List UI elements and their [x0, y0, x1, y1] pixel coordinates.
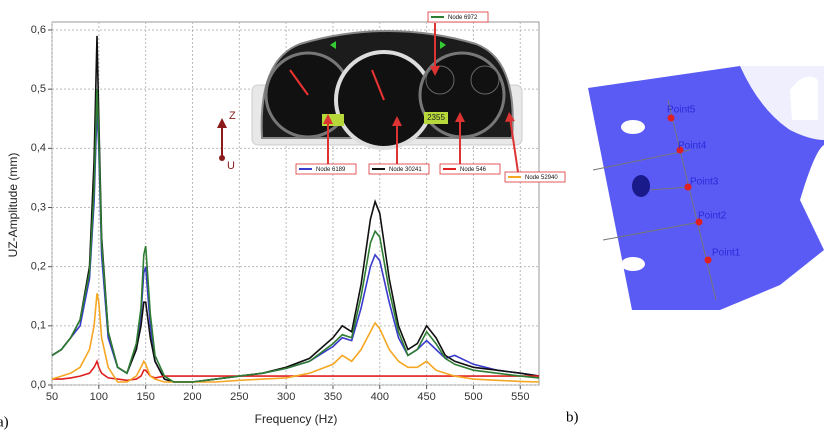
- y-tick-label: 0,3: [31, 201, 46, 213]
- legend-box: [295, 163, 357, 175]
- x-tick-label: 550: [511, 391, 529, 403]
- point-label: Point2: [698, 211, 727, 222]
- x-tick-label: 350: [324, 391, 342, 403]
- plate-render: Point1 Point2 Point3 Point4 Point5: [588, 66, 824, 310]
- point-label: Point3: [690, 177, 719, 188]
- y-tick-label: 0,6: [31, 24, 46, 36]
- x-tick-label: 400: [371, 391, 389, 403]
- arrows: [323, 23, 519, 173]
- y-tick-label: 0,5: [31, 83, 46, 95]
- y-tick-label: 0,4: [31, 142, 46, 154]
- x-tick-label: 200: [183, 391, 201, 403]
- panel-label: a): [0, 414, 9, 430]
- y-tick-label: 0,0: [31, 379, 46, 391]
- legend-box: [504, 171, 566, 183]
- data-line: [51, 89, 540, 383]
- x-tick-label: 50: [46, 391, 58, 403]
- point-label: Point4: [678, 141, 707, 152]
- legend-label: Node 6972: [448, 15, 478, 21]
- legend-box: [368, 163, 430, 175]
- data-line: [51, 293, 540, 383]
- x-tick-label: 450: [417, 391, 435, 403]
- legend-label: Node 30241: [389, 167, 422, 173]
- y-axis-label: UZ-Amplitude (mm): [6, 153, 20, 258]
- x-tick-label: 300: [277, 391, 295, 403]
- x-tick-label: 100: [90, 391, 108, 403]
- display-text: 2355: [427, 113, 445, 122]
- legend-label: Node 52940: [525, 175, 558, 181]
- legend-box: [427, 11, 489, 23]
- y-tick-label: 0,2: [31, 261, 46, 273]
- x-axis-label: Frequency (Hz): [255, 412, 338, 426]
- x-tick-label: 250: [230, 391, 248, 403]
- direction-label: Z: [229, 110, 236, 122]
- point-label: Point1: [712, 248, 741, 259]
- panel-label: b): [566, 409, 579, 425]
- dashboard-image: 2355: [251, 30, 523, 150]
- legend-box: [439, 163, 501, 175]
- y-tick-label: 0,1: [31, 320, 46, 332]
- legend-label: Node 6189: [316, 167, 346, 173]
- plot-area: 50 100 150 200 250 300 350 400 450 500 550 0,0 0,1 0,…: [31, 21, 540, 403]
- legend-label: Node 546: [460, 167, 487, 173]
- x-tick-label: 500: [464, 391, 482, 403]
- direction-arrow: Z U: [217, 110, 236, 172]
- x-tick-label: 150: [136, 391, 154, 403]
- point-label: Point5: [667, 105, 696, 116]
- direction-label: U: [227, 160, 235, 172]
